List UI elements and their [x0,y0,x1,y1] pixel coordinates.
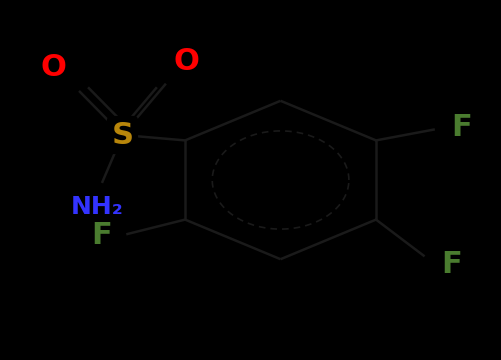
Text: F: F [451,113,471,142]
Text: O: O [173,47,199,76]
Text: F: F [91,221,112,250]
Text: F: F [441,250,461,279]
Text: NH₂: NH₂ [71,195,124,219]
Text: S: S [112,121,133,149]
Text: O: O [41,53,67,82]
